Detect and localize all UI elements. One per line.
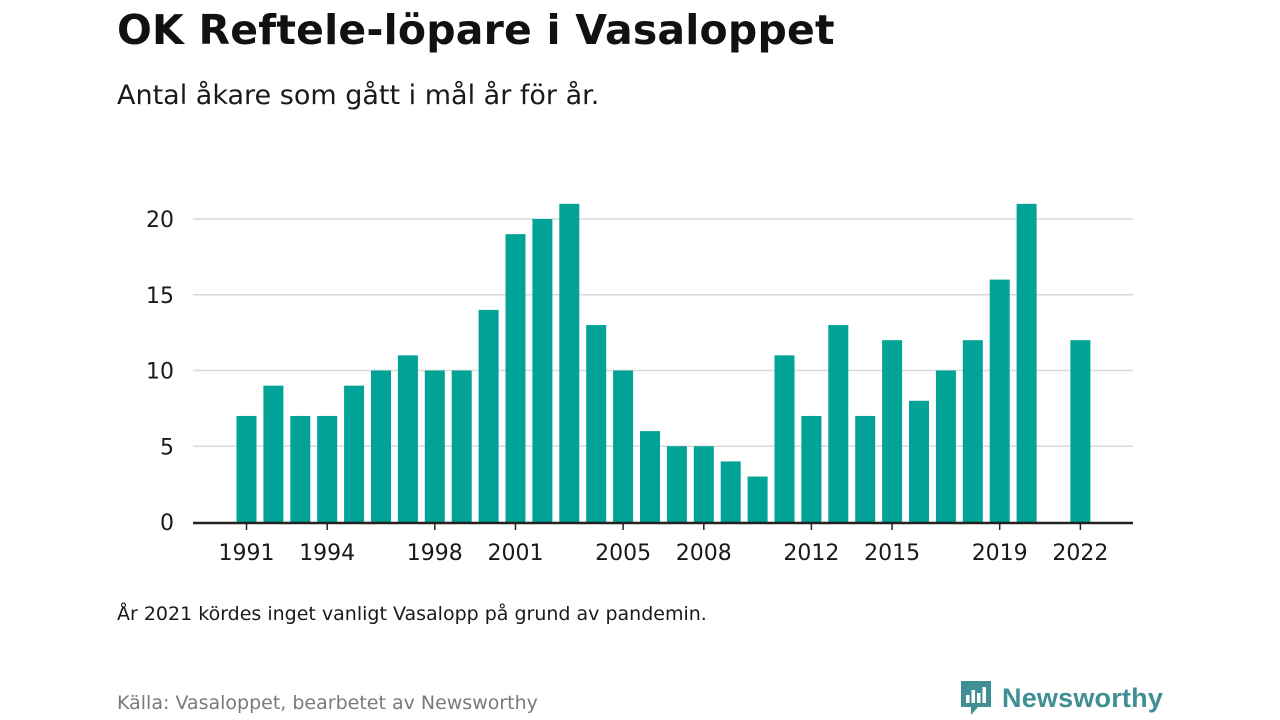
- bar-2010: [747, 476, 768, 522]
- bar-2009: [720, 461, 741, 522]
- bar-1998: [424, 370, 445, 522]
- bars: [236, 203, 1091, 522]
- axes: 0 5 10 15 20 1991 1994 1998 2001 2005 2008 2012 2015…: [146, 208, 1133, 566]
- bar-1992: [263, 385, 284, 522]
- y-tick-label: 10: [146, 360, 174, 385]
- x-tick-label: 1994: [299, 541, 355, 566]
- newsworthy-logo-icon: [961, 681, 991, 715]
- bar-2006: [640, 431, 660, 522]
- bar-2000: [478, 309, 499, 522]
- bar-2002: [532, 219, 553, 522]
- x-tick-label: 2019: [972, 541, 1028, 566]
- bar-2007: [666, 446, 687, 522]
- bar-2001: [505, 234, 526, 522]
- newsworthy-logo: Newsworthy: [958, 678, 1163, 718]
- x-tick-label: 2012: [783, 541, 839, 566]
- x-tick-label: 2005: [595, 541, 651, 566]
- x-tick-label: 2022: [1052, 541, 1108, 566]
- y-tick-label: 15: [146, 284, 174, 309]
- bar-2011: [774, 355, 795, 522]
- bar-1997: [397, 355, 418, 522]
- footnote: År 2021 kördes inget vanligt Vasalopp på…: [117, 603, 707, 625]
- bar-1996: [371, 370, 391, 522]
- brand-name: Newsworthy: [1002, 682, 1164, 713]
- bar-2013: [828, 325, 849, 522]
- bar-chart: 0 5 10 15 20 1991 1994 1998 2001 2005 2008 2012 2015…: [146, 203, 1133, 566]
- bar-2016: [909, 400, 929, 522]
- x-tick-label: 2015: [864, 541, 920, 566]
- y-tick-label: 0: [160, 511, 174, 536]
- bar-2005: [613, 370, 634, 522]
- source-credit: Källa: Vasaloppet, bearbetet av Newswort…: [117, 692, 538, 714]
- y-tick-label: 20: [146, 208, 174, 233]
- bar-2018: [962, 340, 983, 522]
- bar-2019: [989, 279, 1010, 522]
- y-tick-label: 5: [160, 435, 174, 460]
- bar-1999: [451, 370, 472, 522]
- bar-2020: [1016, 203, 1037, 522]
- bar-1995: [344, 385, 365, 522]
- chart-title: OK Reftele-löpare i Vasaloppet: [117, 6, 835, 54]
- bar-2003: [559, 203, 580, 522]
- x-tick-label: 2008: [676, 541, 732, 566]
- bar-1991: [236, 415, 257, 522]
- bar-2004: [586, 325, 607, 522]
- bar-2008: [693, 446, 714, 522]
- bar-1993: [290, 415, 311, 522]
- bar-2015: [882, 340, 903, 522]
- bar-2012: [801, 415, 822, 522]
- chart-subtitle: Antal åkare som gått i mål år för år.: [117, 80, 600, 111]
- bar-1994: [317, 415, 338, 522]
- x-tick-label: 2001: [488, 541, 544, 566]
- bar-2022: [1070, 340, 1091, 522]
- bar-2014: [855, 415, 876, 522]
- x-tick-label: 1991: [219, 541, 275, 566]
- bar-2017: [935, 370, 956, 522]
- x-tick-label: 1998: [407, 541, 463, 566]
